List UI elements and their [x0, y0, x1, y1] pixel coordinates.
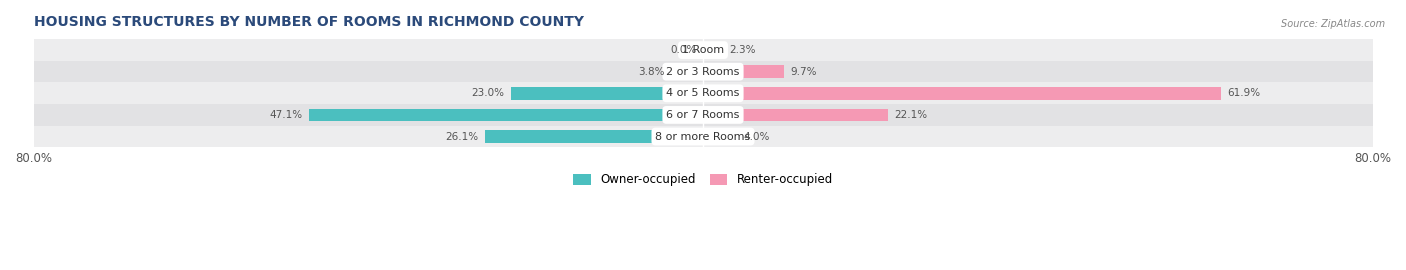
- Text: 9.7%: 9.7%: [790, 67, 817, 77]
- Text: 1 Room: 1 Room: [682, 45, 724, 55]
- Bar: [34, 83, 1372, 104]
- Bar: [703, 65, 785, 78]
- Text: 0.0%: 0.0%: [671, 45, 696, 55]
- Text: 47.1%: 47.1%: [269, 110, 302, 120]
- Bar: [34, 104, 1372, 126]
- Bar: [510, 87, 703, 100]
- Bar: [34, 126, 1372, 147]
- Bar: [34, 39, 1372, 61]
- Text: 22.1%: 22.1%: [894, 110, 928, 120]
- Text: 23.0%: 23.0%: [471, 88, 503, 98]
- Bar: [485, 130, 703, 143]
- Text: 6 or 7 Rooms: 6 or 7 Rooms: [666, 110, 740, 120]
- Text: 4 or 5 Rooms: 4 or 5 Rooms: [666, 88, 740, 98]
- Text: 61.9%: 61.9%: [1227, 88, 1261, 98]
- Bar: [703, 44, 723, 56]
- Bar: [703, 130, 737, 143]
- Bar: [703, 109, 889, 121]
- Text: 2 or 3 Rooms: 2 or 3 Rooms: [666, 67, 740, 77]
- Text: 3.8%: 3.8%: [638, 67, 665, 77]
- Bar: [34, 61, 1372, 83]
- Text: 8 or more Rooms: 8 or more Rooms: [655, 131, 751, 141]
- Bar: [309, 109, 703, 121]
- Bar: [703, 87, 1220, 100]
- Text: Source: ZipAtlas.com: Source: ZipAtlas.com: [1281, 19, 1385, 29]
- Legend: Owner-occupied, Renter-occupied: Owner-occupied, Renter-occupied: [572, 173, 834, 186]
- Text: 4.0%: 4.0%: [744, 131, 769, 141]
- Text: 2.3%: 2.3%: [728, 45, 755, 55]
- Bar: [671, 65, 703, 78]
- Text: HOUSING STRUCTURES BY NUMBER OF ROOMS IN RICHMOND COUNTY: HOUSING STRUCTURES BY NUMBER OF ROOMS IN…: [34, 15, 583, 29]
- Text: 26.1%: 26.1%: [444, 131, 478, 141]
